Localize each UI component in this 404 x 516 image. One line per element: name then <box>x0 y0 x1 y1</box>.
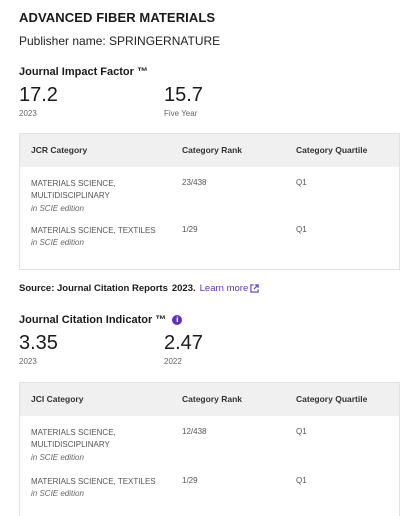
jcr-category-table: JCR Category Category Rank Category Quar… <box>19 133 400 270</box>
row-edition: in SCIE edition <box>31 238 84 247</box>
jci-title-text: Journal Citation Indicator ™ <box>19 314 167 326</box>
source-line: Source: Journal Citation Reports 2023. L… <box>19 283 259 294</box>
row-edition: in SCIE edition <box>31 489 84 498</box>
table-header: JCI Category Category Rank Category Quar… <box>20 383 399 416</box>
header-category-rank: Category Rank <box>182 145 242 155</box>
jif-five-year-value: 15.7 <box>164 84 203 106</box>
row-edition: in SCIE edition <box>31 453 84 462</box>
row-quartile: Q1 <box>296 225 307 234</box>
header-jci-category: JCI Category <box>31 394 84 404</box>
jif-title-text: Journal Impact Factor ™ <box>19 66 148 78</box>
journal-title: ADVANCED FIBER MATERIALS <box>19 10 216 25</box>
row-rank: 23/438 <box>182 178 207 187</box>
jif-current-label: 2023 <box>19 109 37 118</box>
table-row: MATERIALS SCIENCE, TEXTILES in SCIE edit… <box>20 223 399 269</box>
jci-prev-value: 2.47 <box>164 332 203 354</box>
jif-section-title: Journal Impact Factor ™ <box>19 66 148 78</box>
row-quartile: Q1 <box>296 427 307 436</box>
jif-current-value: 17.2 <box>19 84 58 106</box>
header-category-rank: Category Rank <box>182 394 242 404</box>
external-link-icon[interactable] <box>250 284 259 293</box>
source-year: 2023. <box>171 283 196 294</box>
info-icon[interactable]: i <box>172 315 183 325</box>
jif-five-year-label: Five Year <box>164 109 198 118</box>
row-quartile: Q1 <box>296 178 307 187</box>
jci-prev-label: 2022 <box>164 357 182 366</box>
row-rank: 12/438 <box>182 427 207 436</box>
table-header: JCR Category Category Rank Category Quar… <box>20 134 399 167</box>
row-category: MATERIALS SCIENCE, TEXTILES <box>31 477 156 486</box>
jci-section-title: Journal Citation Indicator ™ i <box>19 314 183 326</box>
jci-category-table: JCI Category Category Rank Category Quar… <box>19 382 400 516</box>
row-category: MATERIALS SCIENCE, MULTIDISCIPLINARY <box>31 179 116 200</box>
jci-current-value: 3.35 <box>19 332 58 354</box>
source-label: Source: Journal Citation Reports <box>19 283 168 294</box>
row-quartile: Q1 <box>296 476 307 485</box>
table-row: MATERIALS SCIENCE, MULTIDISCIPLINARY in … <box>20 167 399 223</box>
publisher-name: Publisher name: SPRINGERNATURE <box>19 34 221 48</box>
table-row: MATERIALS SCIENCE, TEXTILES in SCIE edit… <box>20 472 399 516</box>
row-category: MATERIALS SCIENCE, MULTIDISCIPLINARY <box>31 428 116 449</box>
jci-current-label: 2023 <box>19 357 37 366</box>
header-jcr-category: JCR Category <box>31 145 88 155</box>
table-row: MATERIALS SCIENCE, MULTIDISCIPLINARY in … <box>20 416 399 472</box>
row-category: MATERIALS SCIENCE, TEXTILES <box>31 226 156 235</box>
row-edition: in SCIE edition <box>31 204 84 213</box>
header-category-quartile: Category Quartile <box>296 394 368 404</box>
learn-more-link[interactable]: Learn more <box>199 283 249 294</box>
row-rank: 1/29 <box>182 225 198 234</box>
row-rank: 1/29 <box>182 476 198 485</box>
header-category-quartile: Category Quartile <box>296 145 368 155</box>
